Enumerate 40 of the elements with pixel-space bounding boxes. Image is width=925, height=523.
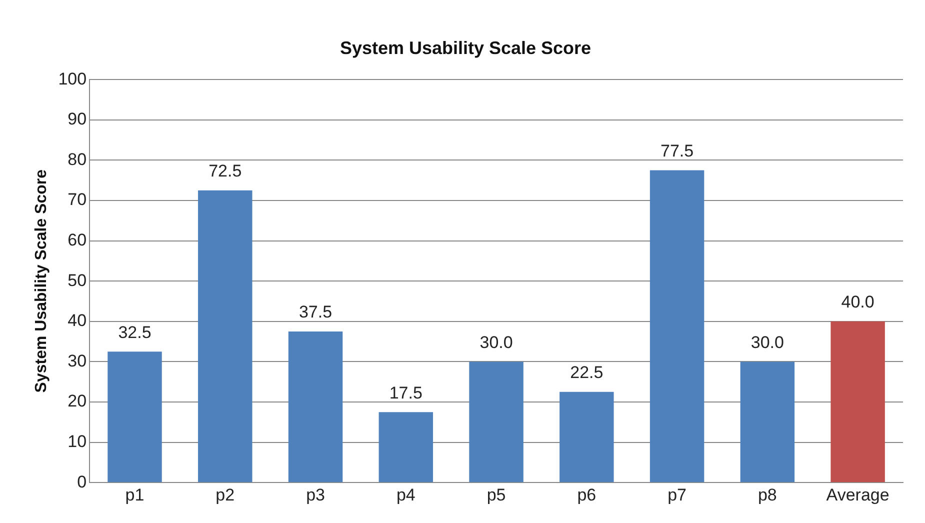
bar [740, 362, 795, 482]
x-tick-label: p1 [125, 485, 144, 504]
data-label: 30.0 [480, 332, 513, 352]
y-tick-label: 40 [68, 311, 87, 330]
y-tick-label: 30 [68, 351, 87, 370]
bar [378, 412, 434, 482]
chart-title: System Usability Scale Score [340, 38, 592, 58]
x-tick-label: p6 [577, 485, 596, 504]
bar [469, 362, 524, 482]
y-tick-label: 60 [68, 230, 87, 250]
y-tick-label: 50 [68, 270, 87, 290]
x-tick-label: p8 [758, 485, 777, 504]
data-label: 17.5 [389, 383, 422, 402]
y-tick-label: 70 [68, 190, 87, 210]
y-axis-title: System Usability Scale Score [33, 169, 50, 393]
y-tick-label: 100 [58, 69, 87, 88]
bar [830, 321, 885, 482]
y-tick-label: 10 [68, 432, 87, 451]
data-label: 40.0 [841, 292, 874, 312]
bar [108, 352, 162, 482]
bar [560, 392, 614, 482]
bar [288, 331, 343, 482]
data-label: 32.5 [118, 322, 152, 342]
x-tick-label: Average [826, 485, 890, 504]
x-tick-label: p3 [306, 485, 325, 504]
data-label: 72.5 [208, 162, 242, 181]
data-label: 77.5 [660, 141, 694, 160]
bar [650, 170, 704, 482]
data-label: 37.5 [298, 302, 332, 322]
y-tick-label: 0 [77, 472, 87, 492]
x-tick-label: p4 [396, 485, 416, 504]
y-tick-label: 90 [68, 110, 87, 129]
data-label: 30.0 [750, 332, 784, 352]
y-tick-label: 80 [68, 150, 87, 169]
x-tick-label: p2 [216, 485, 235, 504]
data-label: 22.5 [570, 363, 604, 382]
x-tick-label: p7 [668, 485, 687, 504]
x-tick-label: p5 [486, 485, 506, 504]
bar [198, 190, 252, 482]
y-tick-label: 20 [68, 392, 87, 411]
